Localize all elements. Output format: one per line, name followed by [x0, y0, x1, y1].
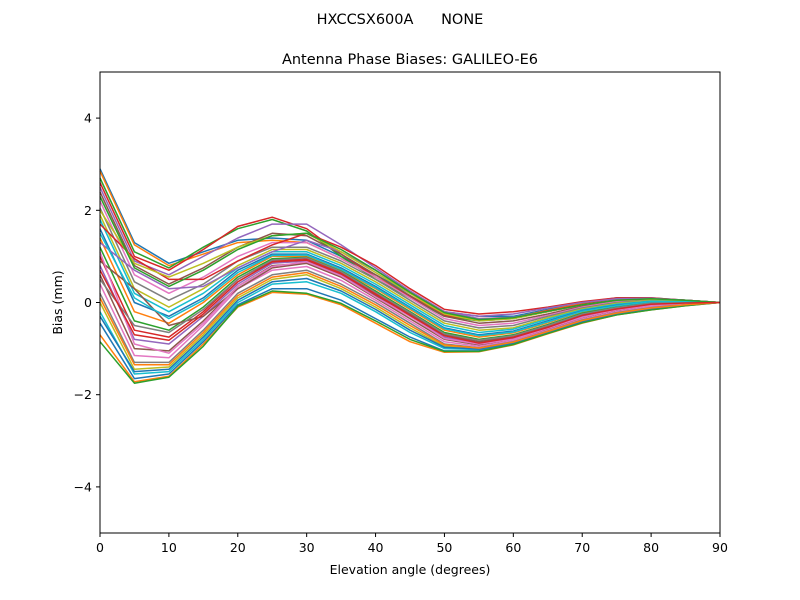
- y-axis-ticks: −4 −2 0 2 4: [74, 111, 100, 494]
- x-tick-label: 80: [643, 540, 659, 555]
- series-line-28: [99, 257, 720, 342]
- y-tick-label: −4: [74, 479, 92, 494]
- series-line-10: [99, 219, 721, 334]
- series-line-33: [99, 196, 721, 321]
- x-tick-label: 30: [299, 540, 315, 555]
- series-line-8: [99, 207, 721, 329]
- x-tick-label: 20: [230, 540, 246, 555]
- y-tick-label: −2: [74, 387, 92, 402]
- series-line-24: [99, 223, 721, 315]
- x-tick-label: 90: [712, 540, 728, 555]
- series-line-30: [99, 232, 721, 337]
- x-axis-ticks: 0 10 20 30 40 50 60 70 80 90: [96, 533, 728, 555]
- series-line-17: [99, 265, 721, 359]
- y-tick-label: 0: [84, 295, 92, 310]
- figure-suptitle: HXCCSX600A NONE: [317, 12, 484, 28]
- chart-title: Antenna Phase Biases: GALILEO-E6: [282, 52, 538, 68]
- series-line-23: [99, 290, 721, 384]
- x-tick-label: 0: [96, 540, 104, 555]
- series-line-27: [99, 251, 721, 354]
- series-line-7: [99, 200, 721, 327]
- x-tick-label: 60: [505, 540, 521, 555]
- series-line-32: [99, 271, 721, 366]
- plot-lines: [99, 168, 721, 384]
- x-tick-label: 10: [161, 540, 177, 555]
- x-tick-label: 50: [436, 540, 452, 555]
- series-line-34: [99, 259, 721, 344]
- x-tick-label: 40: [368, 540, 384, 555]
- x-tick-label: 70: [574, 540, 590, 555]
- y-tick-label: 4: [84, 111, 92, 126]
- y-axis-label: Bias (mm): [50, 270, 65, 334]
- series-line-25: [99, 239, 721, 318]
- y-tick-label: 2: [84, 203, 92, 218]
- x-axis-label: Elevation angle (degrees): [330, 562, 491, 577]
- series-line-9: [99, 214, 721, 331]
